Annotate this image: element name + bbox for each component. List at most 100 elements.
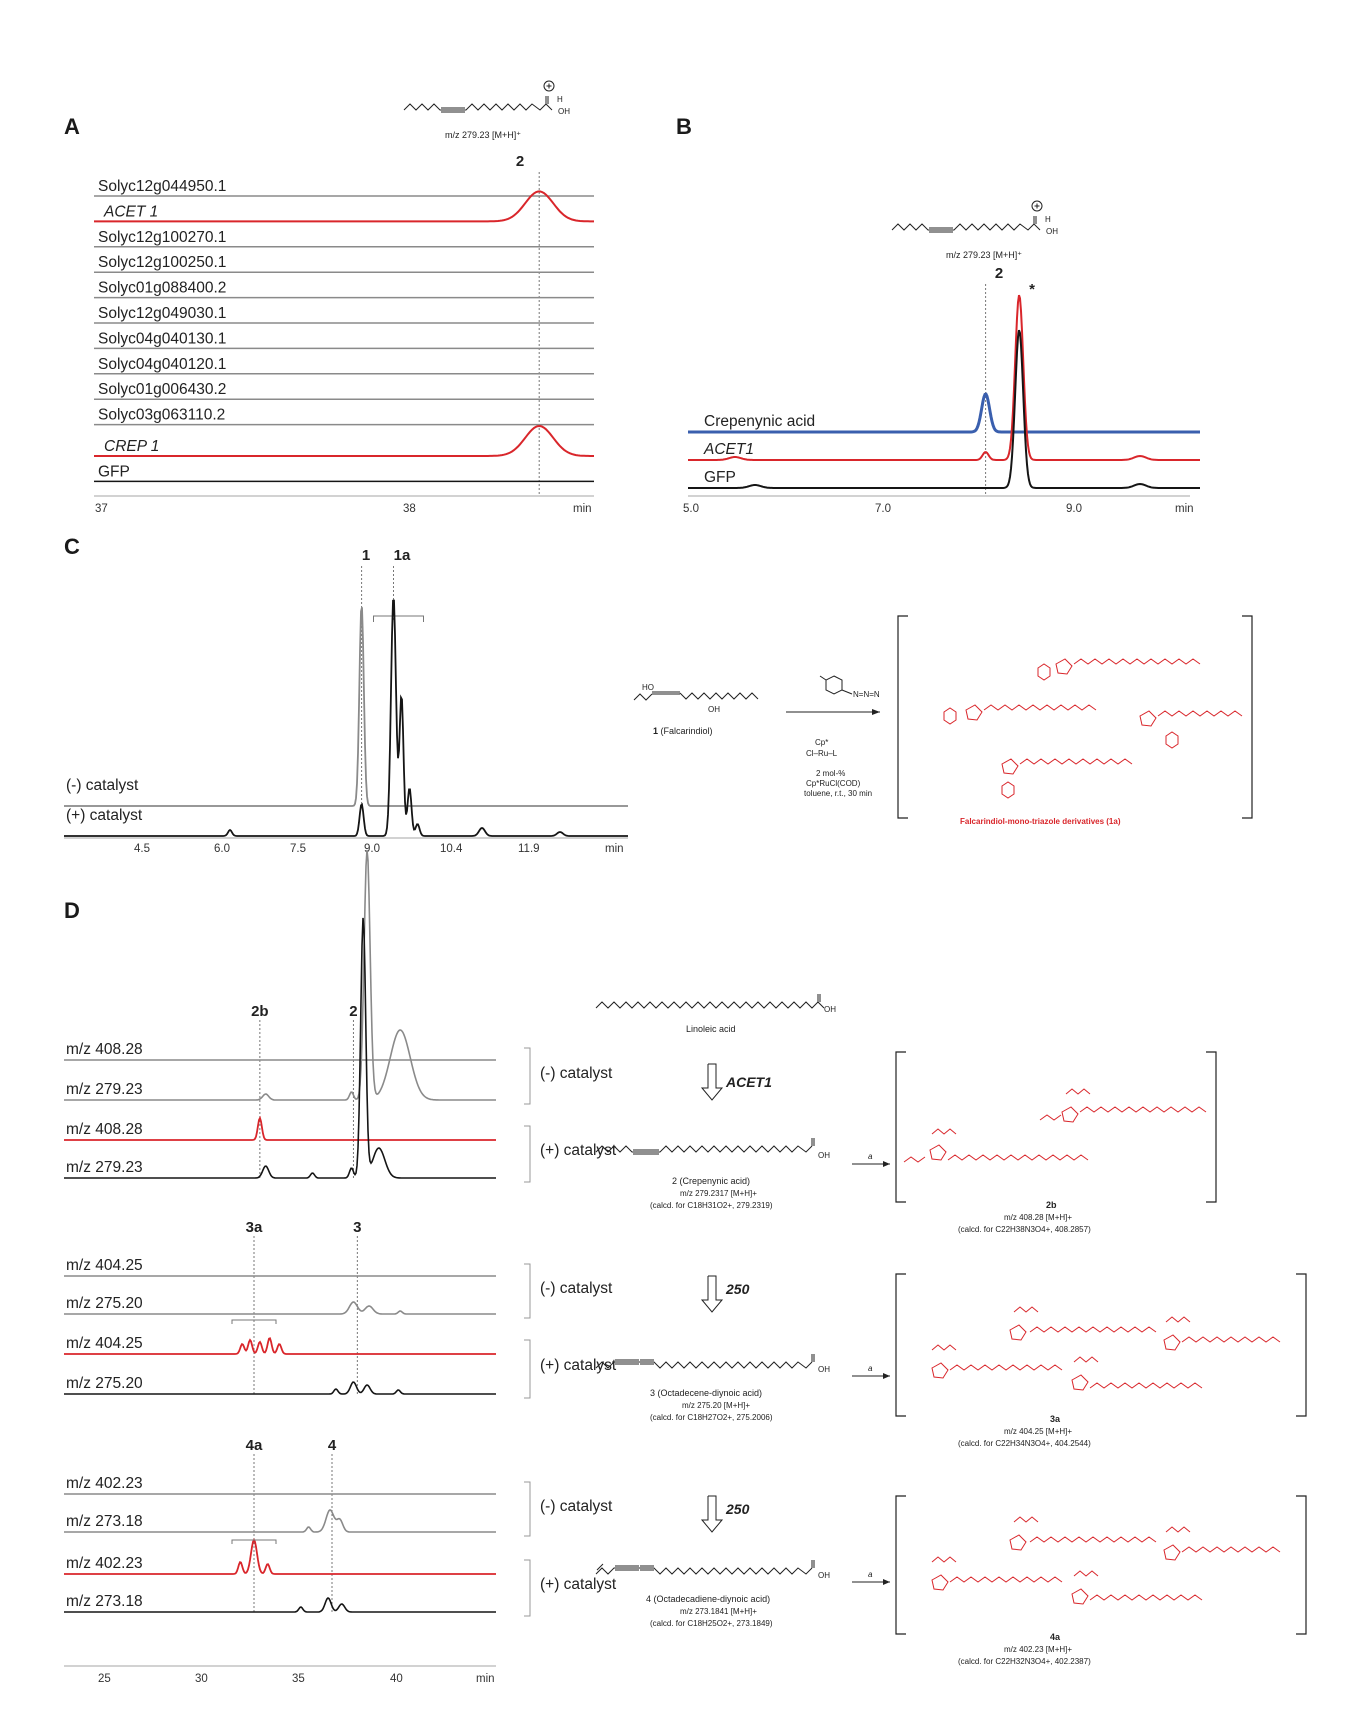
panel-a-trace-label-9: Solyc03g063110.2 [98, 407, 225, 424]
panel-d-peak-bracket-2 [231, 1539, 277, 1544]
crepenynic-structure [595, 1138, 815, 1155]
panel-b-tick-0: 5.0 [683, 503, 699, 515]
panel-d-trace-1-1 [64, 1301, 496, 1315]
panel-a-trace-label-8: Solyc01g006430.2 [98, 381, 226, 398]
panel-b-trace-label-2: GFP [704, 469, 736, 486]
chain-c-2 [983, 704, 1097, 711]
h-label-b: H [1045, 215, 1051, 224]
chain-c-4 [1019, 758, 1133, 765]
c2-calc: (calcd. for C18H31O2+, 279.2319) [650, 1201, 773, 1210]
p4-mz: m/z 402.23 [M+H]+ [1004, 1645, 1072, 1654]
panel-d-marker-2-0: 4a [246, 1437, 263, 1454]
panel-a-trace-label-11: GFP [98, 463, 130, 480]
panel-a-trace-label-4: Solyc01g088400.2 [98, 280, 226, 297]
ester-2b-1 [1065, 1088, 1091, 1095]
ester-4a-2 [1165, 1526, 1191, 1533]
triazole-4a-4 [1071, 1588, 1089, 1605]
triazole-4a-3 [931, 1574, 949, 1591]
panel-b-structure-caption: m/z 279.23 [M+H]⁺ [946, 250, 1022, 260]
oh-linoleic: OH [824, 1005, 836, 1014]
panel-d-pos-label-0: (+) catalyst [540, 1142, 617, 1159]
panel-d-bracket-neg-0 [524, 1047, 531, 1105]
panel-d-trace-label-1-3: m/z 275.20 [66, 1375, 143, 1392]
c4-mz: m/z 273.1841 [M+H]+ [680, 1607, 757, 1616]
c4-calc: (calcd. for C18H25O2+, 273.1849) [650, 1619, 773, 1628]
panel-d-trace-2-1 [64, 1508, 496, 1533]
falcarindiol-label: 1 (Falcarindiol) [653, 726, 713, 736]
panel-d-trace-label-2-2: m/z 402.23 [66, 1555, 143, 1572]
panel-b-x-unit: min [1175, 503, 1194, 515]
panel-a-trace-label-5: Solyc12g049030.1 [98, 305, 226, 322]
panel-c-trace-1 [64, 599, 628, 837]
enzyme-arrow-2 [700, 1275, 724, 1313]
arrowhead-4 [883, 1579, 890, 1585]
panel-b: B OH H m/z 279.23 [M+H]⁺ 2 * Crepenynic … [676, 114, 1200, 515]
panel-c-product-label: Falcarindiol-mono-triazole derivatives (… [960, 817, 1121, 826]
chain-3a-3 [949, 1364, 1063, 1371]
p2-mz: m/z 408.28 [M+H]+ [1004, 1213, 1072, 1222]
panel-d-neg-label-1: (-) catalyst [540, 1280, 613, 1297]
triazole-c-1 [1055, 658, 1073, 675]
bracket-right-2b [1206, 1051, 1217, 1203]
panel-d-marker-1-0: 3a [246, 1219, 263, 1236]
linoleic-label: Linoleic acid [686, 1024, 736, 1034]
h-label-a: H [557, 95, 563, 104]
panel-d-tick-2: 35 [292, 1673, 305, 1685]
ester-4a-3 [931, 1556, 957, 1563]
panel-c-traces: (-) catalyst (+) catalyst [64, 566, 628, 837]
panel-a-trace-label-3: Solyc12g100250.1 [98, 254, 226, 271]
panel-d-trace-1-2 [64, 1337, 496, 1355]
chain-3a-1 [1029, 1326, 1157, 1333]
panel-b-trace-label-0: Crepenynic acid [704, 413, 815, 430]
azide-label: N=N=N [853, 690, 880, 699]
panel-a-label: A [64, 114, 80, 139]
azide-reagent [819, 675, 853, 695]
p4-calc: (calcd. for C22H32N3O4+, 402.2387) [958, 1657, 1091, 1666]
panel-d-tick-0: 25 [98, 1673, 111, 1685]
bracket-right-3a [1296, 1273, 1307, 1417]
chain-4a-3 [949, 1576, 1063, 1583]
panel-b-label: B [676, 114, 692, 139]
oh-label-b: OH [1046, 227, 1058, 236]
aryl-c-3 [1165, 731, 1179, 749]
triazole-3a-1 [1009, 1324, 1027, 1341]
ho-label: HO [642, 683, 654, 692]
panel-d-neg-label-0: (-) catalyst [540, 1065, 613, 1082]
panel-a: A OH H m/z 279.23 [M+H]⁺ 2 Solyc12g04495… [64, 80, 594, 515]
panel-d-marker-1-1: 3 [353, 1219, 361, 1236]
panel-d-marker-0-0: 2b [251, 1003, 269, 1020]
c2-name: 2 (Crepenynic acid) [672, 1176, 750, 1186]
triazole-c-4 [1001, 758, 1019, 775]
ester-4a-4 [1073, 1570, 1099, 1577]
panel-a-trace-label-1: ACET 1 [103, 203, 158, 220]
alkyl-2b-2 [903, 1156, 926, 1163]
panel-a-trace-label-10: CREP 1 [104, 438, 159, 455]
alkyl-2b-1 [1039, 1114, 1062, 1121]
cond-1: 2 mol-% [816, 769, 845, 778]
aryl-c-1 [1037, 663, 1051, 681]
panel-b-star: * [1029, 281, 1035, 298]
reaction-arrowhead-c [872, 709, 880, 715]
panel-a-trace-label-6: Solyc04g040130.1 [98, 330, 226, 347]
panel-c: C 1 1a (-) catalyst(+) catalyst 4.5 6.0 … [64, 534, 1253, 855]
panel-d-trace-0-1 [64, 849, 496, 1101]
panel-a-x-unit: min [573, 503, 592, 515]
triazole-3a-4 [1071, 1374, 1089, 1391]
ester-3a-4 [1073, 1356, 1099, 1363]
bracket-left-4a [895, 1495, 906, 1635]
p4-name: 4a [1050, 1632, 1061, 1642]
panel-d-trace-label-0-2: m/z 408.28 [66, 1121, 143, 1138]
ester-2b-2 [931, 1128, 957, 1135]
chain-4a-2 [1181, 1546, 1281, 1553]
panel-d-marker-2-1: 4 [328, 1437, 337, 1454]
panel-d-peak-bracket-1 [231, 1319, 277, 1324]
panel-c-tick-0: 4.5 [134, 843, 150, 855]
panel-a-trace-label-7: Solyc04g040120.1 [98, 356, 226, 373]
c3-name: 3 (Octadecene-diynoic acid) [650, 1388, 762, 1398]
panel-d-trace-2-3 [64, 1597, 496, 1613]
ru-catalyst: Cp* Cl–Ru–L [806, 738, 838, 758]
ester-3a-2 [1165, 1316, 1191, 1323]
panel-d-pos-label-2: (+) catalyst [540, 1576, 617, 1593]
triazole-c-3 [1139, 710, 1157, 727]
